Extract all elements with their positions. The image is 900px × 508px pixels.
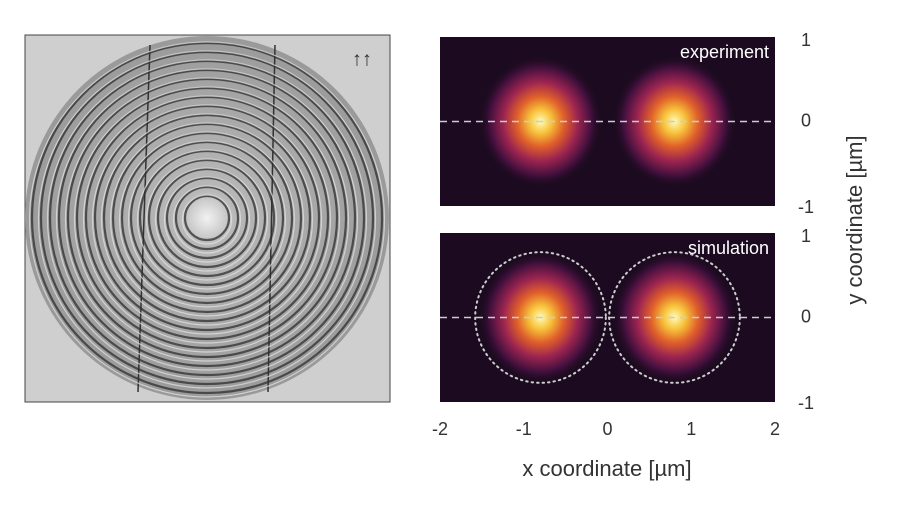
ring: [30, 41, 384, 395]
y-tick-label: 1: [801, 30, 811, 50]
x-axis-label: x coordinate [µm]: [522, 456, 691, 481]
ring: [129, 140, 285, 296]
ring: [147, 158, 267, 278]
ring-highlight: [181, 194, 233, 245]
ring: [39, 50, 375, 386]
ring-highlight: [163, 176, 251, 263]
outline-circle: [608, 251, 741, 384]
x-tick-label: -2: [432, 419, 448, 439]
ring: [138, 149, 276, 287]
ring-highlight: [64, 77, 350, 362]
ring: [48, 59, 366, 377]
ring: [66, 77, 348, 359]
x-tick-label: 2: [770, 419, 780, 439]
ring-highlight: [118, 131, 296, 308]
ring-highlight: [55, 68, 359, 371]
ring: [84, 95, 330, 341]
ring: [183, 194, 231, 242]
ring-highlight: [82, 95, 332, 344]
ring-highlight: [46, 59, 368, 380]
ring-highlight: [28, 41, 386, 398]
ring-highlight: [154, 167, 260, 272]
ring-highlight: [91, 104, 323, 335]
y-tick-label: 0: [801, 306, 811, 326]
panel-label: simulation: [688, 238, 769, 258]
ring: [57, 68, 357, 368]
panel-label: experiment: [680, 42, 769, 62]
y-tick-label: -1: [798, 393, 814, 413]
y-axis-label: y coordinate [µm]: [842, 135, 867, 304]
ring-highlight: [172, 185, 242, 254]
heatmap-panel: [440, 233, 775, 402]
ring: [120, 131, 294, 305]
ring-highlight: [145, 158, 269, 281]
y-tick-label: 1: [801, 226, 811, 246]
ring: [156, 167, 258, 269]
ring-highlight: [136, 149, 278, 290]
ring-highlight: [73, 86, 341, 353]
ring: [102, 113, 312, 323]
ring-highlight: [109, 122, 305, 317]
ring-highlight: [37, 50, 377, 389]
x-tick-label: 1: [686, 419, 696, 439]
ring-highlight: [100, 113, 314, 326]
x-tick-label: -1: [516, 419, 532, 439]
heatmap-panel: [440, 37, 775, 206]
ring: [174, 185, 240, 251]
ring: [165, 176, 249, 260]
ring-highlight: [127, 140, 287, 299]
y-tick-label: -1: [798, 197, 814, 217]
outline-circle: [474, 251, 607, 384]
y-tick-label: 0: [801, 110, 811, 130]
ring: [111, 122, 303, 314]
x-tick-label: 0: [602, 419, 612, 439]
image-label: ↑↑: [352, 48, 372, 70]
ring: [93, 104, 321, 332]
ring: [75, 86, 339, 350]
microscope-image: [24, 34, 391, 403]
